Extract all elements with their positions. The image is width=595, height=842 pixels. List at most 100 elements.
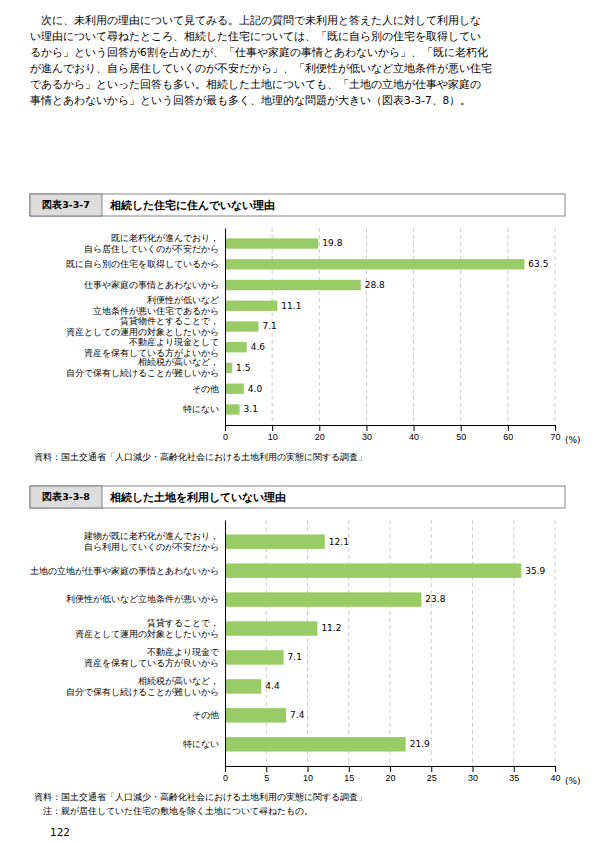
grid — [266, 520, 555, 766]
y-tick: 特にない — [183, 404, 225, 414]
y-tick: 利便性が低いなど立地条件が悪い住宅であるから — [93, 295, 225, 316]
note: 注：親が居住していた住宅の敷地を除く土地について尋ねたもの。 — [43, 806, 313, 816]
x-tick-label: 30 — [468, 773, 478, 783]
x-tick-mark — [225, 425, 226, 431]
x-tick-mark — [555, 766, 556, 772]
grid-line — [348, 520, 349, 766]
category-label: 既に自ら別の住宅を取得しているから — [66, 259, 219, 269]
x-tick-label: 10 — [303, 773, 313, 783]
page: 次に、未利用の理由について見てみる。上記の質問で未利用と答えた人に対して利用しな… — [0, 0, 595, 842]
x-tick-label: 25 — [427, 773, 437, 783]
x-tick: 5 — [264, 766, 269, 783]
x-tick-mark — [349, 766, 350, 772]
x-tick-label: 15 — [344, 773, 354, 783]
category-label-line: 賃貸することで， — [147, 618, 219, 628]
x-tick: 70 — [550, 425, 560, 442]
x-tick-label: 35 — [509, 773, 519, 783]
bar — [225, 384, 244, 394]
category-label-line: 土地の立地が仕事や家庭の事情とあわないから — [30, 566, 219, 576]
data-label: 4.0 — [248, 384, 263, 394]
category-label-line: 不動産より現金として — [129, 337, 219, 347]
grid-line — [460, 228, 461, 425]
category-label: 特にない — [183, 404, 219, 414]
x-tick: 30 — [362, 425, 372, 442]
bars — [225, 534, 521, 751]
bar — [225, 259, 524, 269]
x-tick-label: 20 — [315, 432, 325, 442]
category-label: 相続税が高いなど，自分で保有し続けることが難しいから — [66, 676, 219, 697]
x-tick: 10 — [303, 766, 313, 783]
category-label: 特にない — [183, 739, 219, 749]
bar — [225, 238, 318, 248]
x-tick-label: 0 — [223, 432, 228, 442]
chart: 図表3-3-7相続した住宅に住んでいない理由19.863.528.811.17.… — [30, 194, 581, 462]
body-text-line: るから」という回答が6割を占めたが、「仕事や家庭の事情とあわないから」、「既に老… — [30, 46, 488, 59]
category-label-line: 立地条件が悪い住宅であるから — [93, 306, 219, 316]
y-axis: 既に老朽化が進んでおり，自ら居住していくのが不安だから既に自ら別の住宅を取得して… — [66, 229, 226, 426]
category-label: その他 — [192, 384, 219, 394]
y-tick: 建物が既に老朽化が進んでおり，自ら利用していくのが不安だから — [83, 531, 225, 552]
data-label: 35.9 — [525, 566, 545, 576]
category-label-line: 賃貸物件とすることで， — [120, 316, 219, 326]
grid-line — [319, 228, 320, 425]
category-label-line: 自分で保有し続けることが難しいから — [66, 687, 219, 697]
data-label: 28.8 — [365, 280, 385, 290]
category-label-line: 利便性が低いなど立地条件が悪いから — [66, 594, 219, 604]
bar — [225, 404, 240, 414]
chart: 図表3-3-8相続した土地を利用していない理由12.135.923.811.27… — [30, 486, 581, 816]
category-label-line: その他 — [192, 384, 219, 394]
x-tick: 35 — [509, 766, 519, 783]
data-label: 23.8 — [425, 594, 445, 604]
grid-line — [390, 520, 391, 766]
bar — [225, 301, 277, 311]
data-label: 19.8 — [322, 238, 342, 248]
bar — [225, 621, 317, 635]
x-tick: 50 — [456, 425, 466, 442]
category-label-line: 建物が既に老朽化が進んでおり， — [83, 531, 219, 541]
category-label-line: 特にない — [183, 404, 219, 414]
x-tick: 40 — [550, 766, 560, 783]
data-label: 11.1 — [281, 301, 301, 311]
x-axis: 010203040506070 — [223, 425, 561, 442]
chart-title: 相続した住宅に住んでいない理由 — [109, 199, 275, 212]
x-tick-label: 0 — [223, 773, 228, 783]
x-tick-mark — [319, 425, 320, 431]
data-label: 7.4 — [290, 710, 305, 720]
y-tick: 不動産より現金で資産を保有している方が良いから — [84, 647, 225, 668]
source: 資料：国土交通省「人口減少・高齢化社会における土地利用の実態に関する調査」 — [34, 452, 367, 462]
y-tick: 利便性が低いなど立地条件が悪いから — [66, 594, 225, 604]
data-label: 11.2 — [321, 623, 341, 633]
y-tick: 賃貸物件とすることで，資産としての運用の対象としたいから — [66, 316, 225, 337]
category-label: 相続税が高いなど，自分で保有し続けることが難しいから — [66, 357, 219, 378]
y-tick: 仕事や家庭の事情とあわないから — [84, 280, 225, 290]
x-axis-label: (%) — [565, 435, 581, 445]
category-label: 土地の立地が仕事や家庭の事情とあわないから — [30, 566, 219, 576]
x-tick: 15 — [344, 766, 354, 783]
x-tick-mark — [308, 766, 309, 772]
category-label: 賃貸することで，資産として運用の対象としたいから — [75, 618, 219, 639]
category-label-line: 仕事や家庭の事情とあわないから — [84, 280, 219, 290]
x-tick-mark — [431, 766, 432, 772]
data-label: 12.1 — [329, 537, 349, 547]
category-label-line: 資産を保有している方がよいから — [84, 348, 219, 358]
category-label-line: 相続税が高いなど， — [138, 357, 219, 367]
y-axis-line — [225, 521, 226, 767]
x-tick-mark — [514, 766, 515, 772]
x-tick-label: 20 — [385, 773, 395, 783]
x-tick: 10 — [268, 425, 278, 442]
bar — [225, 708, 286, 722]
bar — [225, 363, 232, 373]
x-tick-mark — [225, 766, 226, 772]
x-tick: 20 — [385, 766, 395, 783]
x-tick-label: 10 — [268, 432, 278, 442]
header-frame — [30, 486, 565, 508]
y-tick: 土地の立地が仕事や家庭の事情とあわないから — [30, 566, 225, 576]
category-label-line: 資産としての運用の対象としたいから — [66, 327, 219, 337]
category-label: 不動産より現金で資産を保有している方が良いから — [84, 647, 220, 668]
y-tick: その他 — [192, 384, 225, 394]
data-label: 21.9 — [410, 739, 430, 749]
grid-line — [555, 520, 556, 766]
category-label: 既に老朽化が進んでおり，自ら居住していくのが不安だから — [84, 233, 219, 254]
x-tick: 20 — [315, 425, 325, 442]
x-tick-label: 50 — [456, 432, 466, 442]
